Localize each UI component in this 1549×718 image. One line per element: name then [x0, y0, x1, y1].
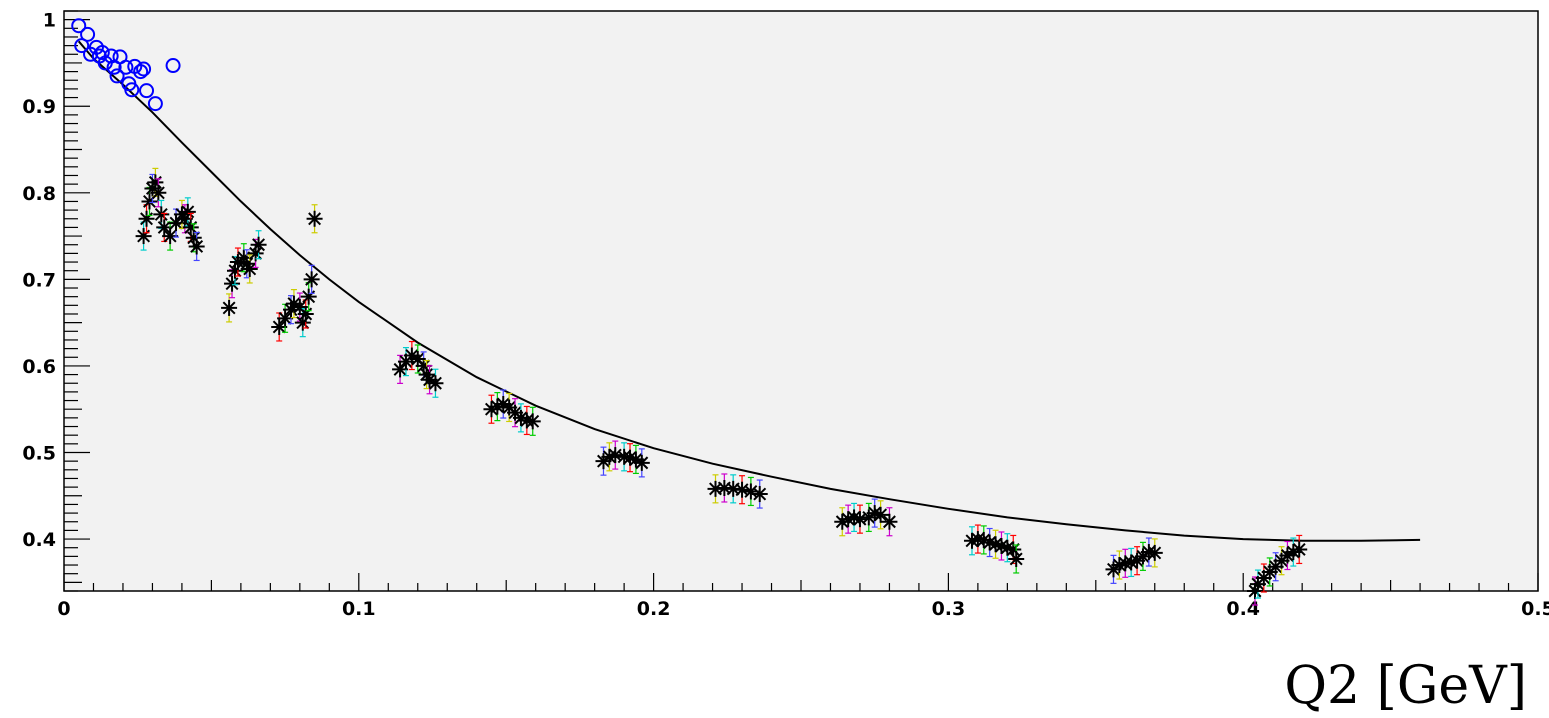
- data-point-asterisk: [427, 368, 444, 398]
- data-point-asterisk: [1146, 538, 1163, 568]
- data-point-asterisk: [751, 479, 768, 509]
- x-tick-label: 0.3: [932, 598, 966, 620]
- data-point-asterisk: [1291, 534, 1308, 565]
- data-point-asterisk: [851, 504, 868, 534]
- y-tick-label: 1: [43, 10, 56, 32]
- data-point-asterisk: [250, 230, 267, 260]
- data-point-asterisk: [153, 199, 170, 230]
- x-axis-title: Q2 [GeV]: [1284, 656, 1527, 716]
- y-axis: 0.4 0.5 0.6 0.7 0.8 0.9 1: [22, 10, 90, 592]
- data-point-asterisk: [150, 178, 167, 208]
- data-point-circle: [165, 58, 181, 74]
- data-point-asterisk: [188, 231, 205, 262]
- fit-curve-group: [77, 40, 1421, 542]
- data-point-circle: [94, 45, 110, 61]
- data-point-circle: [118, 59, 134, 75]
- data-point-asterisk: [1008, 544, 1025, 574]
- x-tick-label: 0: [57, 598, 70, 620]
- y-tick-label: 0.9: [22, 96, 56, 118]
- data-point-circle: [80, 26, 96, 42]
- data-point-circle: [139, 83, 155, 99]
- data-point-asterisk: [742, 476, 759, 507]
- data-point-asterisk: [221, 293, 238, 323]
- data-point-asterisk: [846, 502, 863, 533]
- data-point-circle: [71, 18, 87, 34]
- data-point-circle: [124, 82, 140, 98]
- data-point-asterisk: [495, 389, 512, 419]
- plot-area: [63, 10, 1539, 592]
- y-tick-label: 0.4: [22, 529, 56, 551]
- data-point-asterisk: [524, 406, 541, 436]
- data-point-asterisk: [241, 254, 258, 284]
- data-point-asterisk: [418, 359, 435, 390]
- data-point-circle: [109, 68, 125, 84]
- data-point-asterisk: [306, 204, 323, 234]
- data-point-asterisk: [881, 507, 898, 537]
- data-point-asterisk: [297, 299, 314, 329]
- y-tick-label: 0.8: [22, 183, 56, 205]
- x-axis: 0 0.1 0.2 0.3 0.4 0.5: [57, 573, 1549, 620]
- data-point-asterisk: [633, 448, 650, 478]
- data-point-circle: [133, 64, 149, 80]
- y-tick-label: 0.6: [22, 356, 56, 378]
- y-tick-label: 0.7: [22, 269, 56, 291]
- data-points-group: [71, 18, 1308, 606]
- data-point-asterisk: [872, 500, 889, 530]
- x-tick-label: 0.2: [637, 598, 671, 620]
- data-point-asterisk: [303, 264, 320, 294]
- x-tick-label: 0.4: [1226, 598, 1260, 620]
- fit-curve: [77, 40, 1421, 542]
- data-point-circle: [147, 96, 163, 112]
- data-point-circle: [74, 38, 90, 54]
- data-point-circle: [136, 61, 152, 77]
- x-tick-label: 0.5: [1521, 598, 1549, 620]
- x-tick-label: 0.1: [342, 598, 376, 620]
- y-tick-label: 0.5: [22, 442, 56, 464]
